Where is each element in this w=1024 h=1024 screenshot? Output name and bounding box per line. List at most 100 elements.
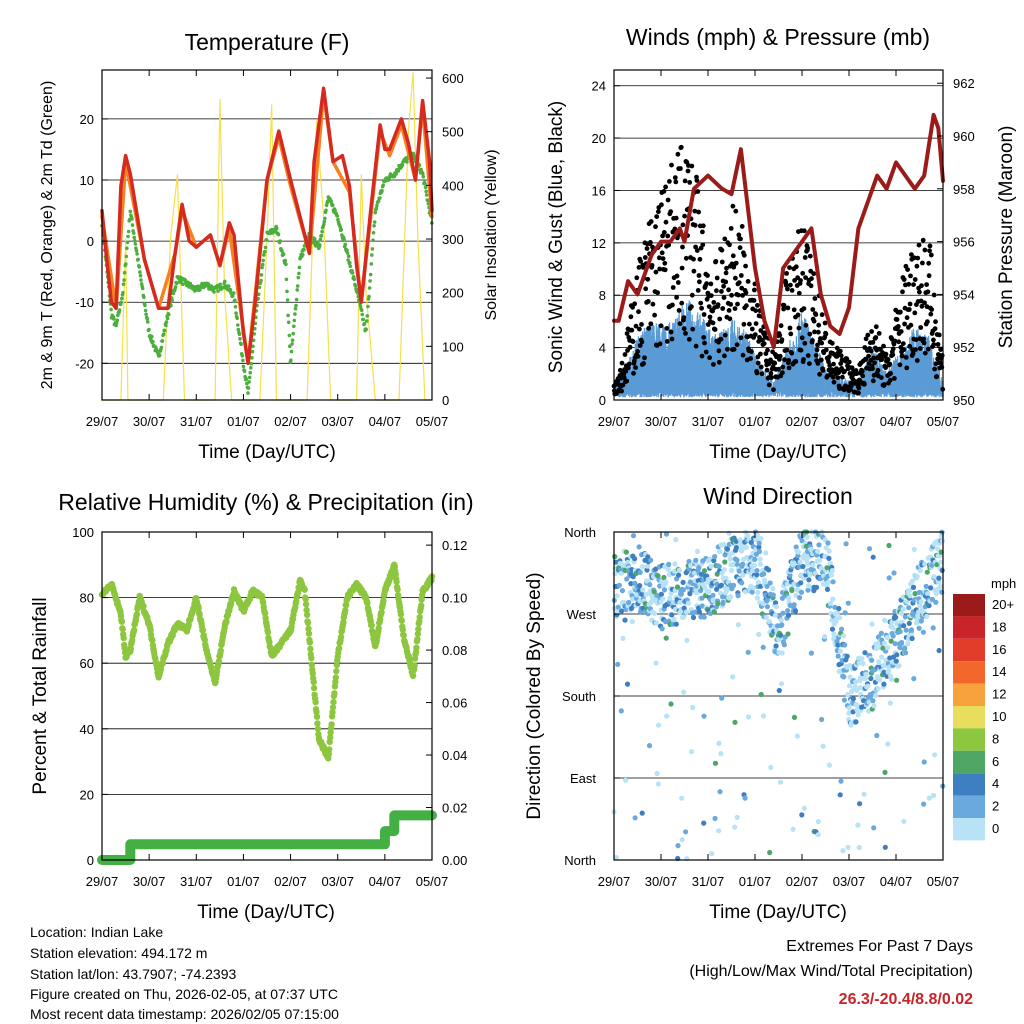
gust-point <box>645 276 651 282</box>
direction-point <box>717 548 723 555</box>
y-tick-label-right: 0.10 <box>442 591 467 606</box>
gust-point <box>918 325 924 330</box>
dewpoint-point <box>161 332 166 337</box>
gust-point <box>819 340 825 346</box>
gust-point <box>744 303 749 309</box>
direction-point <box>799 812 805 818</box>
y-tick-label: 80 <box>80 591 94 606</box>
direction-point <box>828 600 834 607</box>
y-axis-label: 2m & 9m T (Red, Orange) & 2m Td (Green) <box>39 81 56 390</box>
direction-point <box>663 635 669 641</box>
gust-point <box>722 236 728 242</box>
gust-point <box>663 219 669 225</box>
direction-point <box>689 749 695 755</box>
gust-point <box>666 242 671 248</box>
direction-point <box>632 556 638 562</box>
direction-point <box>933 599 939 605</box>
direction-point <box>825 540 831 546</box>
gust-point <box>642 355 647 361</box>
gust-point <box>696 273 702 278</box>
gust-point <box>639 322 644 327</box>
gust-point <box>678 166 683 171</box>
direction-point <box>721 541 727 548</box>
humidity-point <box>304 619 312 627</box>
dewpoint-point <box>342 237 346 242</box>
direction-point <box>850 709 856 715</box>
direction-point <box>797 559 803 565</box>
y-tick-label: West <box>567 607 597 622</box>
legend-label: 16 <box>992 642 1006 657</box>
direction-point <box>826 579 832 585</box>
gust-point <box>691 256 696 262</box>
dewpoint-point <box>311 240 316 245</box>
y-tick-label: 10 <box>80 173 94 188</box>
gust-point <box>632 301 638 307</box>
gust-point <box>748 356 753 361</box>
gust-point <box>801 357 806 362</box>
direction-point <box>882 617 888 623</box>
direction-point <box>853 679 859 685</box>
y-tick-label: South <box>562 689 596 704</box>
gust-point <box>900 289 905 295</box>
gust-point <box>906 307 912 312</box>
legend-label: 6 <box>992 754 999 769</box>
gust-point <box>698 300 704 306</box>
gust-point <box>617 367 623 373</box>
humidity-point <box>340 619 347 626</box>
y-tick-label: 8 <box>599 288 606 303</box>
direction-point <box>873 692 879 699</box>
humidity-point <box>342 607 349 614</box>
x-tick-label: 05/07 <box>416 414 449 429</box>
gust-point <box>791 307 797 313</box>
direction-point <box>855 703 861 709</box>
gust-point <box>759 371 765 377</box>
direction-point <box>847 674 853 680</box>
dewpoint-point <box>371 231 376 235</box>
gust-point <box>936 332 942 338</box>
direction-point <box>906 620 912 627</box>
gust-point <box>779 337 785 343</box>
dewpoint-point <box>318 243 322 247</box>
gust-point <box>657 341 663 347</box>
gust-point <box>705 273 710 278</box>
direction-point <box>712 760 719 766</box>
direction-point <box>778 633 784 639</box>
direction-point <box>735 622 742 628</box>
x-tick-label: 29/07 <box>86 414 119 429</box>
humidity-point <box>327 734 334 741</box>
gust-point <box>815 361 821 366</box>
direction-point <box>685 600 692 606</box>
gust-point <box>912 310 918 316</box>
dewpoint-point <box>362 321 367 326</box>
direction-point <box>924 613 930 620</box>
humidity-point <box>375 625 382 632</box>
direction-point <box>901 623 907 629</box>
gust-point <box>626 365 631 371</box>
dewpoint-point <box>368 279 372 283</box>
dewpoint-point <box>234 311 238 316</box>
dewpoint-point <box>373 210 378 215</box>
gust-point <box>722 332 728 338</box>
direction-point <box>882 769 888 776</box>
direction-point <box>914 573 920 580</box>
gust-point <box>925 319 930 325</box>
dewpoint-point <box>260 262 265 267</box>
gust-point <box>707 314 713 320</box>
dewpoint-point <box>142 295 146 300</box>
humidity-point <box>364 600 371 607</box>
direction-point <box>693 557 699 564</box>
humidity-point <box>393 578 400 586</box>
gust-point <box>719 289 724 294</box>
direction-point <box>694 548 701 555</box>
x-tick-label: 02/07 <box>786 874 819 889</box>
gust-point <box>689 304 694 310</box>
gust-point <box>879 357 885 362</box>
dewpoint-point <box>400 163 405 167</box>
dewpoint-point <box>109 307 113 312</box>
gust-point <box>810 338 815 343</box>
dewpoint-point <box>230 294 235 298</box>
humidity-point <box>217 647 224 654</box>
direction-point <box>645 563 651 569</box>
gust-point <box>655 290 660 296</box>
direction-point <box>881 640 888 646</box>
